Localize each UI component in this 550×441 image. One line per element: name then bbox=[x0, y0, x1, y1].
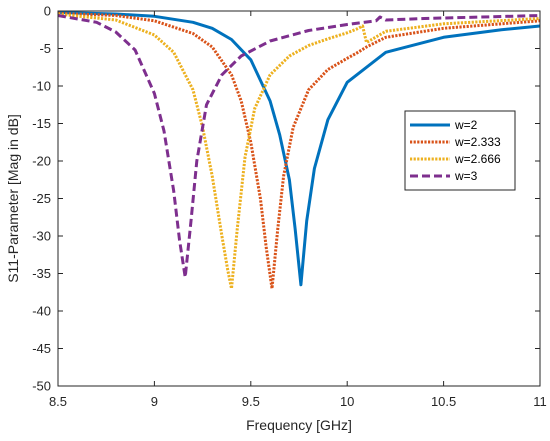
x-tick-label: 9 bbox=[151, 394, 158, 409]
y-tick-label: -30 bbox=[32, 229, 51, 244]
y-tick-label: -50 bbox=[32, 379, 51, 394]
x-tick-label: 10 bbox=[340, 394, 354, 409]
x-tick-label: 11 bbox=[533, 394, 547, 409]
x-tick-label: 10.5 bbox=[431, 394, 456, 409]
legend-entry: w=2.333 bbox=[454, 135, 501, 149]
y-tick-label: -10 bbox=[32, 79, 51, 94]
series-line-w-2-333 bbox=[57, 11, 541, 290]
x-tick-label: 8.5 bbox=[49, 394, 67, 409]
y-tick-label: -25 bbox=[32, 191, 51, 206]
series-line-w-2-666 bbox=[57, 12, 541, 290]
x-tick-label: 9.5 bbox=[242, 394, 260, 409]
ticks-layer bbox=[57, 10, 541, 387]
x-axis-label: Frequency [GHz] bbox=[246, 417, 352, 433]
tick-labels-layer: 8.5 9 9.5 10 10.5 11 0 -5 -10 -15 -20 -25 -30 -35 -40 -… bbox=[32, 4, 547, 410]
y-tick-label: -5 bbox=[39, 41, 51, 56]
y-tick-label: -20 bbox=[32, 154, 51, 169]
series-layer bbox=[57, 11, 541, 290]
y-tick-label: 0 bbox=[44, 4, 51, 19]
y-tick-label: -40 bbox=[32, 304, 51, 319]
legend: w=2 w=2.333 w=2.666 w=3 bbox=[404, 110, 516, 191]
legend-entry: w=3 bbox=[454, 169, 478, 183]
legend-items: w=2 w=2.333 w=2.666 w=3 bbox=[410, 118, 501, 183]
series-line-w-2 bbox=[57, 11, 541, 287]
y-tick-label: -15 bbox=[32, 116, 51, 131]
y-tick-label: -45 bbox=[32, 341, 51, 356]
legend-entry: w=2.666 bbox=[454, 152, 501, 166]
y-axis-label: S11-Parameter [Mag in dB] bbox=[5, 114, 21, 283]
series-line-w-3 bbox=[57, 14, 541, 279]
plot-area bbox=[58, 11, 540, 386]
y-tick-label: -35 bbox=[32, 266, 51, 281]
legend-entry: w=2 bbox=[454, 118, 478, 132]
